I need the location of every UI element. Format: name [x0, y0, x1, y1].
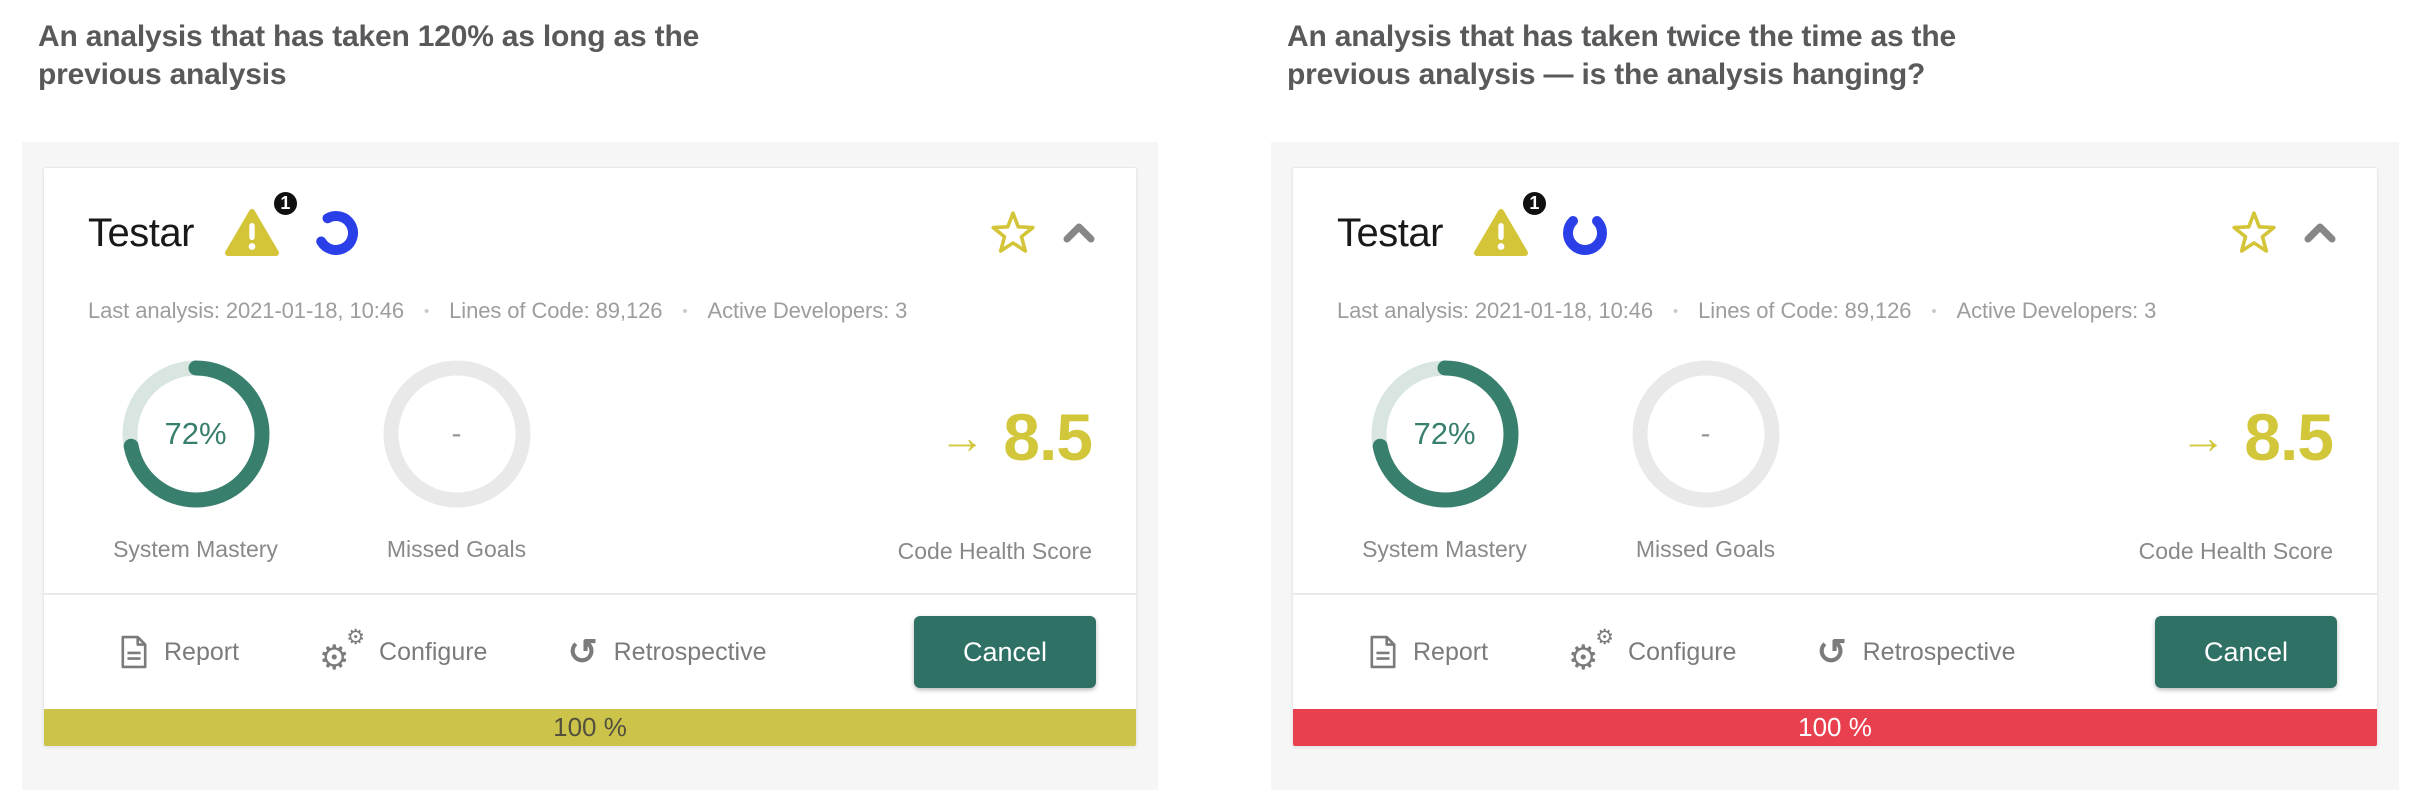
warning-triangle-icon [224, 209, 279, 256]
meta-active-developers: Active Developers: 3 [1956, 298, 2157, 323]
example-left: An analysis that has taken 120% as long … [22, 0, 1158, 790]
card-panel: Testar 1 [22, 142, 1158, 790]
retrospective-button[interactable]: ↺ Retrospective [567, 631, 767, 672]
warning-triangle-icon [1473, 209, 1528, 256]
cancel-button[interactable]: Cancel [2155, 616, 2337, 688]
meta-separator-dot: • [1673, 302, 1679, 320]
analysis-card: Testar 1 [43, 167, 1137, 747]
example-caption: An analysis that has taken twice the tim… [1287, 20, 1956, 91]
missed-goals-label: Missed Goals [1635, 536, 1776, 562]
analysis-card: Testar 1 [1292, 167, 2378, 747]
meta-lines-of-code: Lines of Code: 89,126 [1698, 298, 1912, 323]
configure-button[interactable]: ⚙ ⚙ Configure [319, 626, 488, 677]
ring-gauge-icon [1371, 360, 1518, 508]
toolbar-divider [1293, 593, 2377, 595]
meta-lines-of-code: Lines of Code: 89,126 [449, 298, 663, 323]
meta-separator-dot: • [1931, 302, 1937, 320]
meta-last-analysis: Last analysis: 2021-01-18, 10:46 [1337, 298, 1654, 323]
code-health-score-label: Code Health Score [897, 538, 1092, 564]
progress-percent-label: 100 % [1798, 712, 1872, 742]
meta-separator-dot: • [682, 302, 688, 320]
warning-indicator[interactable]: 1 [224, 189, 300, 259]
trend-arrow-icon: → [2180, 411, 2227, 463]
missed-goals-gauge: - Missed Goals [349, 354, 564, 563]
example-caption: An analysis that has taken 120% as long … [38, 20, 700, 91]
favorite-star-icon[interactable] [2231, 210, 2277, 256]
meta-last-analysis: Last analysis: 2021-01-18, 10:46 [88, 298, 405, 323]
warning-count-badge: 1 [1519, 189, 1549, 218]
ring-gauge-icon [122, 360, 269, 508]
system-mastery-value: 72% [1413, 416, 1476, 451]
system-mastery-gauge: 72% System Mastery [1337, 354, 1552, 563]
configure-button[interactable]: ⚙ ⚙ Configure [1568, 626, 1737, 677]
gauges-row: 72% System Mastery - Missed Goals [1337, 354, 2334, 565]
warning-count-badge: 1 [270, 189, 300, 218]
card-header: Testar 1 [88, 189, 1096, 268]
code-health-score-block: → 8.5 Code Health Score [897, 354, 1093, 565]
warning-indicator[interactable]: 1 [1473, 189, 1549, 259]
missed-goals-value: - [1700, 417, 1711, 450]
toolbar-divider [44, 593, 1136, 595]
analysis-progress-bar: 100 % [44, 709, 1136, 746]
analysis-running-spinner-icon [313, 211, 358, 255]
missed-goals-label: Missed Goals [386, 536, 527, 562]
card-toolbar: Report ⚙ ⚙ Configure ↺ Retrospective Can… [1293, 595, 2377, 709]
code-health-score-value: 8.5 [2244, 400, 2334, 474]
analysis-progress-bar: 100 % [1293, 709, 2377, 746]
configure-gears-icon: ⚙ ⚙ [1568, 626, 1615, 677]
example-right: An analysis that has taken twice the tim… [1271, 0, 2399, 790]
system-mastery-label: System Mastery [113, 536, 278, 562]
progress-percent-label: 100 % [553, 712, 627, 742]
system-mastery-value: 72% [164, 416, 227, 451]
card-panel: Testar 1 [1271, 142, 2399, 790]
system-mastery-label: System Mastery [1362, 536, 1527, 562]
ring-gauge-icon [383, 360, 530, 508]
trend-arrow-icon: → [939, 411, 986, 463]
missed-goals-gauge: - Missed Goals [1598, 354, 1813, 563]
project-title: Testar [88, 210, 194, 255]
retrospective-button[interactable]: ↺ Retrospective [1816, 631, 2016, 672]
collapse-chevron-icon[interactable] [2303, 221, 2337, 245]
report-document-icon [1370, 635, 1396, 669]
configure-gears-icon: ⚙ ⚙ [319, 626, 366, 677]
cancel-button[interactable]: Cancel [914, 616, 1096, 688]
card-header: Testar 1 [1337, 189, 2337, 268]
system-mastery-gauge: 72% System Mastery [88, 354, 303, 563]
card-toolbar: Report ⚙ ⚙ Configure ↺ Retrospective Can… [44, 595, 1136, 709]
code-health-score-value: 8.5 [1003, 400, 1093, 474]
missed-goals-value: - [451, 417, 462, 450]
code-health-score-label: Code Health Score [2138, 538, 2333, 564]
report-document-icon [121, 635, 147, 669]
retrospective-history-icon: ↺ [1816, 631, 1847, 672]
collapse-chevron-icon[interactable] [1062, 221, 1096, 245]
gauges-row: 72% System Mastery - Missed Goals [88, 354, 1093, 565]
retrospective-history-icon: ↺ [567, 631, 598, 672]
meta-separator-dot: • [424, 302, 430, 320]
meta-row: Last analysis: 2021-01-18, 10:46 • Lines… [1337, 298, 2333, 324]
meta-active-developers: Active Developers: 3 [707, 298, 908, 323]
project-title: Testar [1337, 210, 1443, 255]
report-button[interactable]: Report [120, 635, 239, 669]
analysis-running-spinner-icon [1562, 211, 1607, 255]
favorite-star-icon[interactable] [990, 210, 1036, 256]
report-button[interactable]: Report [1369, 635, 1488, 669]
ring-gauge-icon [1632, 360, 1779, 508]
meta-row: Last analysis: 2021-01-18, 10:46 • Lines… [88, 298, 1092, 324]
code-health-score-block: → 8.5 Code Health Score [2138, 354, 2334, 565]
